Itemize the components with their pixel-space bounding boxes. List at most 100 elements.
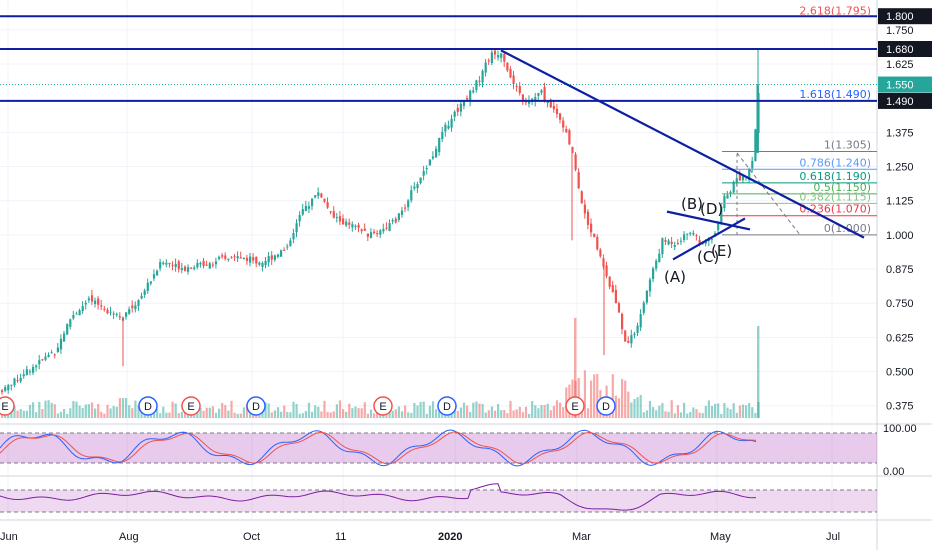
fib-level-label: 0.786(1.240) [799, 156, 871, 169]
volume-bar [679, 412, 683, 418]
volume-bar [543, 405, 546, 418]
candle-body [292, 233, 295, 240]
volume-bar [410, 413, 413, 418]
volume-bar [311, 411, 314, 418]
candle-body [326, 202, 329, 208]
volume-bar [738, 405, 741, 418]
candle-body [648, 279, 652, 292]
candle-body [208, 263, 211, 269]
candle-body [81, 306, 84, 311]
candle-body [90, 295, 94, 302]
candle-body [13, 378, 16, 386]
candle-body [335, 217, 338, 219]
candle-body [552, 106, 555, 110]
candle-body [521, 94, 524, 101]
candle-body [627, 340, 630, 343]
candle-body [283, 249, 286, 251]
volume-bar [168, 412, 171, 418]
horizontal-lines [0, 15, 877, 102]
candle-body [22, 374, 25, 377]
candle-body [422, 171, 425, 176]
candle-body [38, 360, 41, 365]
volume-bar [726, 407, 729, 418]
candle-body [205, 264, 208, 266]
candle-body [115, 313, 118, 315]
candle-body [295, 223, 298, 233]
candle-body [50, 352, 53, 354]
candle-body [645, 290, 648, 303]
candle-body [66, 324, 69, 335]
candle-body [639, 314, 642, 328]
candle-body [658, 253, 661, 262]
time-tick-label: Aug [119, 531, 139, 543]
candle-body [379, 230, 382, 235]
volume-bar [249, 413, 252, 418]
candle-body [704, 241, 707, 244]
volume-bar [329, 412, 332, 418]
volume-bar [53, 404, 56, 418]
volume-bar [655, 410, 658, 418]
volume-bar [326, 411, 329, 418]
candle-body [348, 222, 351, 225]
candle-body [286, 246, 289, 248]
volume-bar [509, 400, 512, 418]
candle-body [726, 195, 729, 199]
volume-bar [369, 409, 373, 418]
candle-body [413, 186, 416, 189]
candle-body [301, 209, 304, 215]
fib-level-label: 0.5(1.150) [813, 181, 871, 194]
volume-bar [245, 404, 249, 418]
fib-level-label: 0.382(1.115) [799, 190, 871, 203]
price-badge-label: 1.680 [886, 44, 914, 56]
candle-body [518, 86, 521, 93]
event-label: D [252, 401, 260, 413]
volume-bar [515, 409, 518, 418]
volume-bar [555, 400, 559, 418]
candle-body [245, 257, 249, 261]
event-label: D [602, 401, 610, 413]
price-tick-label: 0.625 [886, 332, 914, 344]
candle-body [351, 224, 354, 228]
candle-body [630, 335, 633, 344]
volume-bar [614, 395, 617, 418]
candle-body [199, 262, 202, 265]
candle-body [441, 131, 444, 140]
volume-bar [431, 401, 435, 418]
volume-bar [717, 403, 720, 418]
event-label: D [443, 401, 451, 413]
candle-body [252, 257, 255, 261]
volume-bar [236, 413, 239, 418]
candle-body [366, 233, 369, 237]
candle-body [447, 125, 450, 129]
candle-body [676, 243, 679, 245]
volume-bar [94, 408, 97, 418]
candle-body [53, 354, 56, 356]
candle-body [345, 221, 348, 226]
candle-body [376, 233, 379, 235]
earnings-marker [181, 396, 201, 416]
candle-body [304, 205, 307, 211]
candle-body [249, 256, 252, 263]
volume-bar [50, 402, 53, 418]
volume-bar [332, 411, 335, 418]
candle-body [342, 218, 345, 225]
volume-bar [125, 398, 128, 418]
volume-bar [366, 413, 369, 418]
candle-body [44, 356, 47, 360]
candle-body [500, 53, 503, 58]
volume-bar [159, 413, 162, 418]
candle-body [171, 264, 174, 266]
volume-bar [754, 412, 757, 418]
candle-body [698, 239, 701, 245]
volume-bar [221, 402, 224, 418]
candle-body [87, 298, 90, 301]
candle-body [134, 305, 137, 310]
candle-body [404, 207, 407, 209]
volume-bar [698, 412, 701, 418]
candle-body [25, 369, 28, 375]
candle-body [109, 311, 112, 313]
candle-body [515, 85, 518, 87]
earnings-marker [0, 396, 15, 416]
